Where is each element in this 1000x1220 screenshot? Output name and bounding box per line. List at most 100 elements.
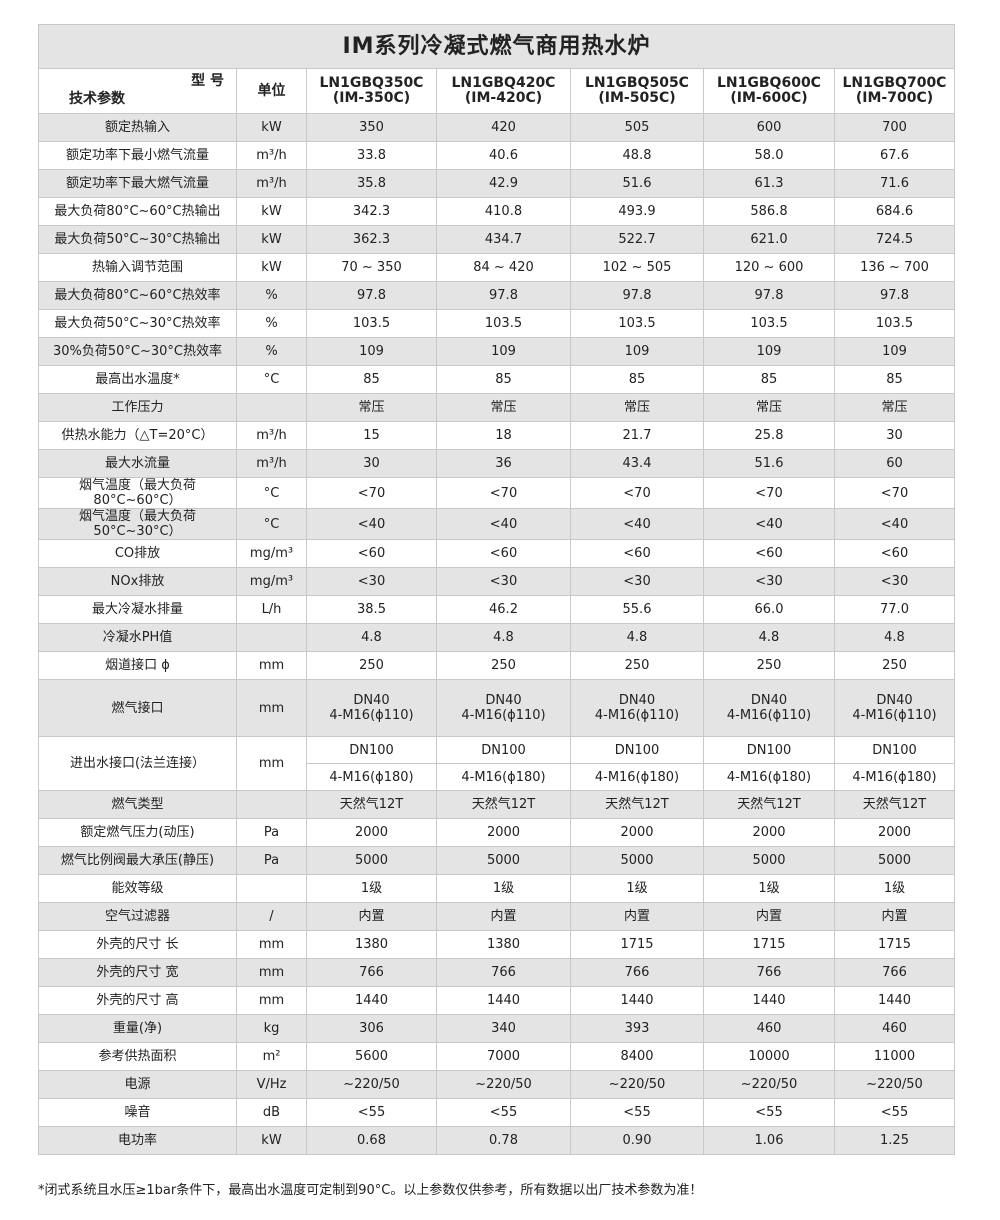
value-cell: 766: [306, 958, 437, 987]
value-cell: 4.8: [703, 623, 835, 652]
param-cell: 最大水流量: [38, 449, 237, 478]
value-cell: 内置: [306, 902, 437, 931]
value-cell: 常压: [703, 393, 835, 422]
param-cell: 进出水接口(法兰连接）: [38, 736, 237, 791]
model-name-line: LN1GBQ505C: [585, 75, 689, 91]
value-cell: 常压: [436, 393, 571, 422]
value-cell: 1715: [570, 930, 704, 959]
value-cell: 1715: [834, 930, 955, 959]
value-cell: 493.9: [570, 197, 704, 226]
value-cell: 766: [436, 958, 571, 987]
unit-cell: /: [236, 902, 307, 931]
value-cell: 250: [436, 651, 571, 680]
value-cell: 10000: [703, 1042, 835, 1071]
value-cell: 109: [834, 337, 955, 366]
value-cell: <55: [306, 1098, 437, 1127]
table-row: 最大负荷80°C~60°C热输出 kW 342.3 410.8 493.9 586.8 68…: [38, 197, 955, 226]
model-name-line: LN1GBQ600C: [717, 75, 821, 91]
value-cell: 1级: [306, 874, 437, 903]
model-header: LN1GBQ600C (IM-600C): [703, 68, 835, 114]
unit-cell: mm: [236, 930, 307, 959]
unit-cell: mg/m³: [236, 567, 307, 596]
value-cell: 7000: [436, 1042, 571, 1071]
unit-cell: °C: [236, 365, 307, 394]
value-cell: 1715: [703, 930, 835, 959]
value-cell: 1440: [436, 986, 571, 1015]
value-cell: 2000: [703, 818, 835, 847]
table-row: 烟道接口 ϕ mm 250 250 250 250 250: [38, 651, 955, 680]
value-cell: 766: [703, 958, 835, 987]
model-label: 型 号: [191, 73, 224, 89]
value-cell: 46.2: [436, 595, 571, 624]
unit-cell: V/Hz: [236, 1070, 307, 1099]
unit-cell: mm: [236, 651, 307, 680]
param-cell: 额定功率下最大燃气流量: [38, 169, 237, 198]
table-row: 外壳的尺寸 高 mm 1440 1440 1440 1440 1440: [38, 986, 955, 1015]
param-cell: 最大负荷50°C~30°C热效率: [38, 309, 237, 338]
param-cell: 额定功率下最小燃气流量: [38, 141, 237, 170]
value-cell: 85: [834, 365, 955, 394]
table-row: 进出水接口(法兰连接） mm DN100 DN100 DN100 DN100 DN100: [38, 736, 955, 791]
model-header: LN1GBQ505C (IM-505C): [570, 68, 704, 114]
table-row: 额定功率下最大燃气流量 m³/h 35.8 42.9 51.6 61.3 71.6: [38, 169, 955, 198]
value-cell: 常压: [306, 393, 437, 422]
table-row: 额定热输入 kW 350 420 505 600 700: [38, 113, 955, 142]
value-cell: <70: [834, 477, 955, 509]
value-cell: 85: [570, 365, 704, 394]
value-cell: 522.7: [570, 225, 704, 254]
value-cell: 460: [834, 1014, 955, 1043]
value-cell: DN100: [703, 736, 835, 764]
param-cell: 外壳的尺寸 宽: [38, 958, 237, 987]
model-name-line: LN1GBQ700C: [842, 75, 947, 91]
value-cell: ~220/50: [570, 1070, 704, 1099]
value-cell: 1380: [436, 930, 571, 959]
value-cell: 85: [436, 365, 571, 394]
value-cell: 1级: [436, 874, 571, 903]
value-cell: 内置: [436, 902, 571, 931]
value-cell: ~220/50: [306, 1070, 437, 1099]
value-cell: 4.8: [834, 623, 955, 652]
value-cell: 250: [306, 651, 437, 680]
value-cell: 1级: [834, 874, 955, 903]
value-cell: 42.9: [436, 169, 571, 198]
unit-header: 单位: [236, 68, 307, 114]
value-cell: 0.68: [306, 1126, 437, 1155]
value-cell: 97.8: [436, 281, 571, 310]
value-cell: 766: [570, 958, 704, 987]
param-cell: 电功率: [38, 1126, 237, 1155]
value-cell: 250: [703, 651, 835, 680]
table-row: 噪音 dB <55 <55 <55 <55 <55: [38, 1098, 955, 1127]
value-cell: 684.6: [834, 197, 955, 226]
value-cell: <40: [703, 508, 835, 540]
value-cell: 586.8: [703, 197, 835, 226]
value-cell: 51.6: [570, 169, 704, 198]
value-cell: DN100: [306, 736, 437, 764]
value-cell: <55: [570, 1098, 704, 1127]
footnote: *闭式系统且水压≥1bar条件下，最高出水温度可定制到90°C。以上参数仅供参考…: [38, 1183, 703, 1198]
table-title: IM系列冷凝式燃气商用热水炉: [38, 24, 955, 69]
value-cell: DN100: [834, 736, 955, 764]
value-cell: 1级: [570, 874, 704, 903]
value-cell: 2000: [834, 818, 955, 847]
value-cell: <60: [570, 539, 704, 568]
value-cell: 4-M16(ϕ180): [703, 763, 835, 791]
value-cell: 5000: [834, 846, 955, 875]
value-cell: ~220/50: [703, 1070, 835, 1099]
param-cell: NOx排放: [38, 567, 237, 596]
table-row: 外壳的尺寸 宽 mm 766 766 766 766 766: [38, 958, 955, 987]
param-cell: CO排放: [38, 539, 237, 568]
value-cell: 97.8: [306, 281, 437, 310]
value-cell: 58.0: [703, 141, 835, 170]
value-cell: 4.8: [436, 623, 571, 652]
param-label: 技术参数: [69, 91, 125, 107]
value-cell: 102 ~ 505: [570, 253, 704, 282]
value-cell: 393: [570, 1014, 704, 1043]
value-cell: <30: [436, 567, 571, 596]
value-cell: 常压: [570, 393, 704, 422]
value-cell: 4.8: [306, 623, 437, 652]
table-row: 能效等级 1级 1级 1级 1级 1级: [38, 874, 955, 903]
model-header: LN1GBQ350C (IM-350C): [306, 68, 437, 114]
unit-cell: mm: [236, 679, 307, 737]
diagonal-header-cell: 型 号技术参数: [38, 68, 237, 114]
value-cell: 内置: [834, 902, 955, 931]
